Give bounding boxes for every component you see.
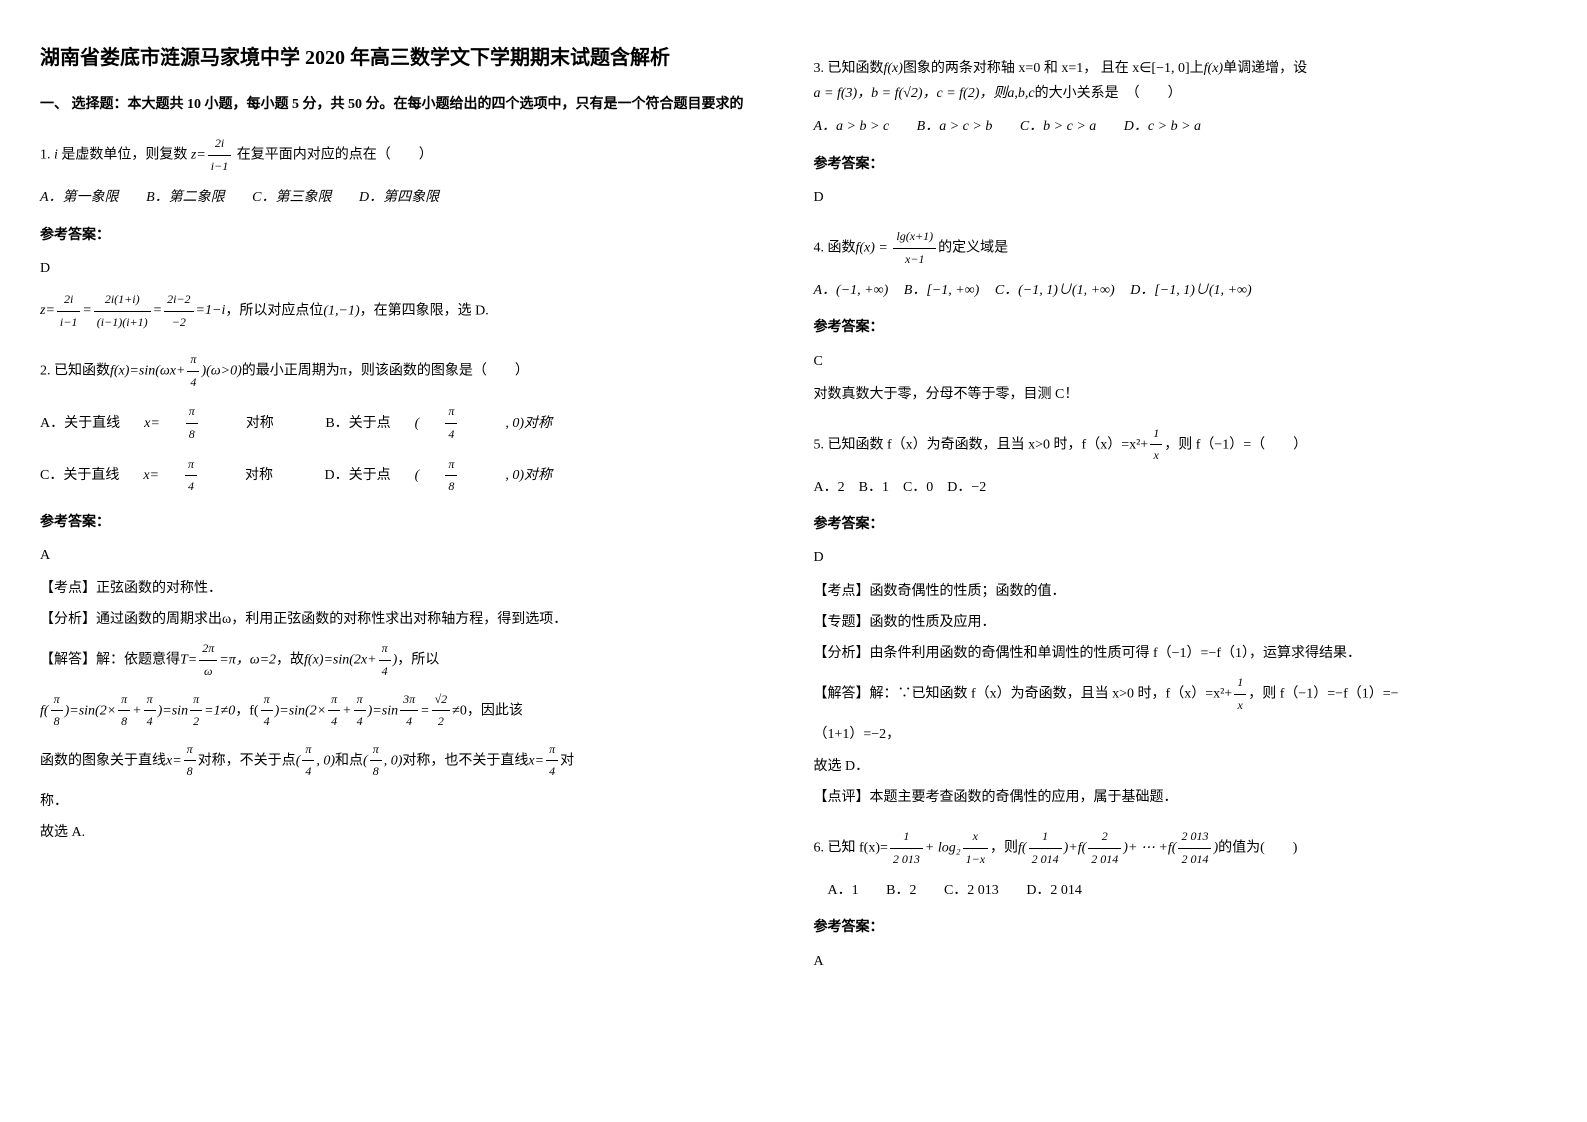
q2-options-ab: A．关于直线x=π8对称 B．关于点(π4, 0)对称 <box>40 401 774 445</box>
q1-optC: C．第三象限 <box>252 190 331 205</box>
q1-calc: z=2ii−1=2i(1+i)(i−1)(i+1)=2i−2−2=1−i <box>40 303 225 318</box>
question-4: 4. 函数f(x) = lg(x+1)x−1的定义域是 <box>814 226 1548 270</box>
q5-answer-label: 参考答案： <box>814 512 1548 537</box>
q3-optA: A．a > b > c <box>814 119 890 134</box>
q4-fx: f(x) = <box>856 240 892 255</box>
q6-answer: A <box>814 949 1548 974</box>
q6-optA: A．1 <box>828 883 859 898</box>
question-6: 6. 已知 f(x)=12 013+ log₂x1−x，则f(12 014)+f… <box>814 826 1548 870</box>
q2-suffix: 的最小正周期为π，则该函数的图象是（ ） <box>242 363 529 378</box>
q5-dianping: 【点评】本题主要考查函数的奇偶性的应用，属于基础题． <box>814 785 1548 810</box>
q2-kaodian: 【考点】正弦函数的对称性． <box>40 576 774 601</box>
q4-optB: B．[−1, +∞) <box>904 283 980 298</box>
question-2: 2. 已知函数f(x)=sin(ωx+π4)(ω>0)的最小正周期为π，则该函数… <box>40 349 774 393</box>
q3-optD: D．c > b > a <box>1124 119 1201 134</box>
q1-optA: A．第一象限 <box>40 190 119 205</box>
q1-mid: 是虚数单位，则复数 <box>58 148 191 163</box>
q5-jieda-final: 故选 D． <box>814 754 1548 779</box>
q4-answer: C <box>814 349 1548 374</box>
q1-optB: B．第二象限 <box>146 190 225 205</box>
q5-fenxi: 【分析】由条件利用函数的奇偶性和单调性的性质可得 f（−1）=−f（1），运算求… <box>814 641 1548 666</box>
q1-suffix: 在复平面内对应的点在（ ） <box>233 148 433 163</box>
q2-fenxi: 【分析】通过函数的周期求出ω，利用正弦函数的对称性求出对称轴方程，得到选项． <box>40 607 774 632</box>
q3-options: A．a > b > c B．a > c > b C．b > c > a D．c … <box>814 114 1548 139</box>
q2-cond: )(ω>0) <box>201 363 241 378</box>
q5-kaodian: 【考点】函数奇偶性的性质；函数的值． <box>814 579 1548 604</box>
q5-pre: 5. 已知函数 f（x）为奇函数，且当 x>0 时，f（x）=x²+ <box>814 437 1149 452</box>
q5-jieda: 【解答】解：∵已知函数 f（x）为奇函数，且当 x>0 时，f（x）=x²+1x… <box>814 672 1548 716</box>
q3-optC: C．b > c > a <box>1020 119 1096 134</box>
q2-options-cd: C．关于直线x=π4对称 D．关于点(π8, 0)对称 <box>40 454 774 498</box>
q2-answer: A <box>40 543 774 568</box>
q2-optB: B．关于点(π4, 0)对称 <box>325 416 576 431</box>
q2-line3: 函数的图象关于直线x=π8对称，不关于点(π4, 0)和点(π8, 0)对称，也… <box>40 739 774 783</box>
q3-pre: 3. 已知函数 <box>814 61 884 76</box>
q4-optD: D．[−1, 1)∪(1, +∞) <box>1130 283 1251 298</box>
q3-line2: a = f(3)，b = f(√2)，c = f(2)，则a,b,c的大小关系是… <box>814 81 1548 106</box>
q4-explain: 对数真数大于零，分母不等于零，目测 C！ <box>814 382 1548 407</box>
q1-answer: D <box>40 256 774 281</box>
q5-suf: ，则 f（−1）=（ ） <box>1164 437 1307 452</box>
q1-answer-label: 参考答案： <box>40 223 774 248</box>
q6-optD: D．2 014 <box>1026 883 1082 898</box>
question-5: 5. 已知函数 f（x）为奇函数，且当 x>0 时，f（x）=x²+1x，则 f… <box>814 423 1548 467</box>
q4-frac: lg(x+1)x−1 <box>893 226 936 270</box>
q3-optB: B．a > c > b <box>917 119 993 134</box>
q5-frac: 1x <box>1150 423 1162 467</box>
q3-fx2: f(x) <box>1204 61 1223 76</box>
q2-stem: 2. 已知函数 <box>40 363 110 378</box>
q5-answer: D <box>814 545 1548 570</box>
question-1: 1. i 是虚数单位，则复数 z=2ii−1 在复平面内对应的点在（ ） <box>40 133 774 177</box>
q3-mid1: 图象的两条对称轴 x=0 和 x=1， 且在 x∈[−1, 0]上 <box>903 61 1204 76</box>
q2-answer-label: 参考答案： <box>40 510 774 535</box>
q2-line2: f(π8)=sin(2×π8+π4)=sinπ2=1≠0，f(π4)=sin(2… <box>40 689 774 733</box>
q1-frac: 2ii−1 <box>208 133 231 177</box>
q6-options: A．1 B．2 C．2 013 D．2 014 <box>814 878 1548 903</box>
q2-optD: D．关于点(π8, 0)对称 <box>325 468 576 483</box>
q1-explain: z=2ii−1=2i(1+i)(i−1)(i+1)=2i−2−2=1−i，所以对… <box>40 289 774 333</box>
q2-line4: 称． <box>40 789 774 814</box>
q4-optA: A．(−1, +∞) <box>814 283 889 298</box>
q2-optC: C．关于直线x=π4对称 <box>40 468 297 483</box>
q1-z: z= <box>191 148 206 163</box>
section-header: 一、 选择题：本大题共 10 小题，每小题 5 分，共 50 分。在每小题给出的… <box>40 92 774 117</box>
q3-fx: f(x) <box>884 61 903 76</box>
q5-jieda-line2: （1+1）=−2， <box>814 722 1548 747</box>
q5-zhuanti: 【专题】函数的性质及应用． <box>814 610 1548 635</box>
q2-fx: f(x)=sin(ωx+ <box>110 363 185 378</box>
q4-options: A．(−1, +∞) B．[−1, +∞) C．(−1, 1)∪(1, +∞) … <box>814 278 1548 303</box>
q2-jieda: 【解答】解：依题意得T=2πω=π，ω=2，故f(x)=sin(2x+π4)，所… <box>40 638 774 682</box>
q1-options: A．第一象限 B．第二象限 C．第三象限 D．第四象限 <box>40 185 774 210</box>
right-column: 3. 已知函数f(x)图象的两条对称轴 x=0 和 x=1， 且在 x∈[−1,… <box>814 40 1548 982</box>
document-title: 湖南省娄底市涟源马家境中学 2020 年高三数学文下学期期末试题含解析 <box>40 40 774 76</box>
q6-pre: 6. 已知 f(x)= <box>814 840 888 855</box>
q3-answer-label: 参考答案： <box>814 152 1548 177</box>
q4-answer-label: 参考答案： <box>814 315 1548 340</box>
q4-suf: 的定义域是 <box>938 240 1008 255</box>
left-column: 湖南省娄底市涟源马家境中学 2020 年高三数学文下学期期末试题含解析 一、 选… <box>40 40 774 982</box>
q6-answer-label: 参考答案： <box>814 915 1548 940</box>
q4-optC: C．(−1, 1)∪(1, +∞) <box>995 283 1115 298</box>
q2-final: 故选 A. <box>40 820 774 845</box>
q3-answer: D <box>814 185 1548 210</box>
q2-optA: A．关于直线x=π8对称 <box>40 416 298 431</box>
question-3: 3. 已知函数f(x)图象的两条对称轴 x=0 和 x=1， 且在 x∈[−1,… <box>814 56 1548 106</box>
q6-optC: C．2 013 <box>944 883 999 898</box>
q4-pre: 4. 函数 <box>814 240 856 255</box>
q1-stem-prefix: 1. <box>40 148 54 163</box>
q6-optB: B．2 <box>886 883 916 898</box>
q3-mid2: 单调递增，设 <box>1223 61 1307 76</box>
q2-frac: π4 <box>187 349 199 393</box>
q1-optD: D．第四象限 <box>359 190 439 205</box>
q5-options: A．2 B．1 C．0 D．−2 <box>814 475 1548 500</box>
